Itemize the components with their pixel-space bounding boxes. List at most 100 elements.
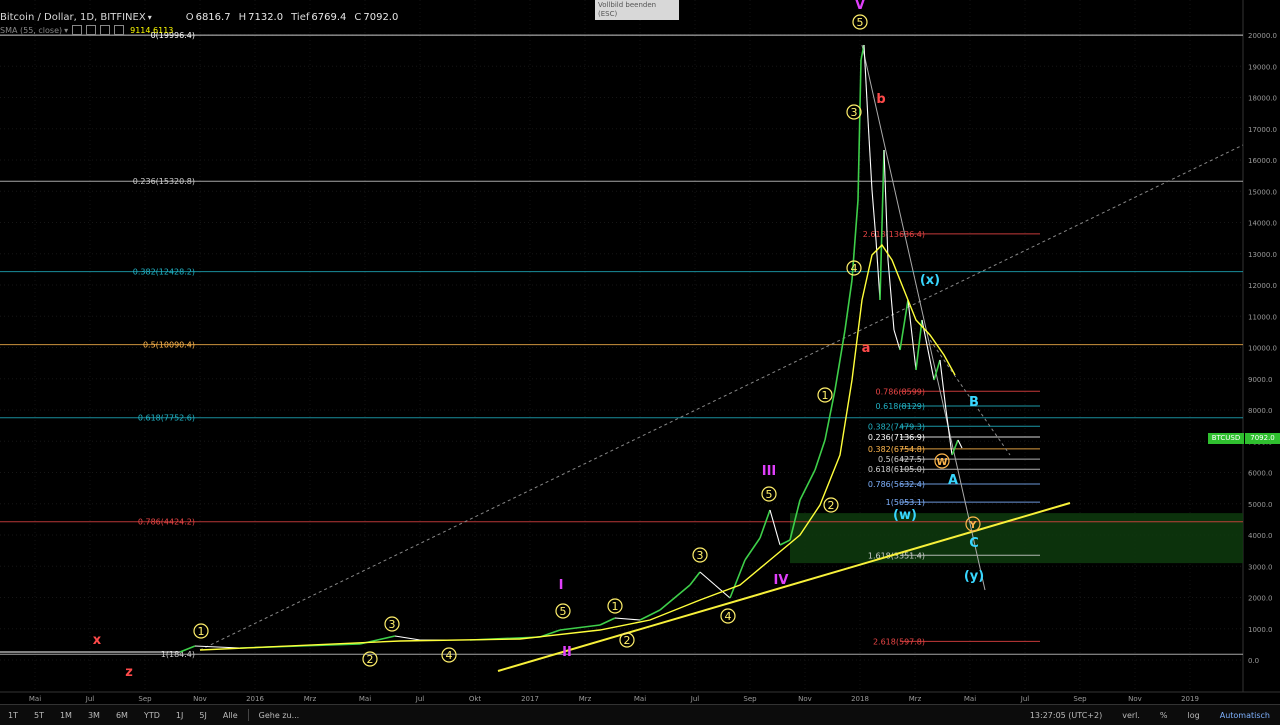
- log-toggle[interactable]: log: [1187, 710, 1200, 720]
- x-tick-label: Jul: [415, 695, 425, 703]
- wave-circle: [965, 516, 981, 532]
- fib-label-minor: 1(5053.1): [886, 498, 925, 507]
- x-tick-label: Sep: [743, 695, 757, 703]
- timeframe-1t[interactable]: 1T: [8, 710, 18, 720]
- x-tick-label: 2016: [246, 695, 264, 703]
- symbol-price-tag: BTCUSD: [1208, 433, 1244, 444]
- wave-circle: [823, 497, 839, 513]
- close-icon[interactable]: [100, 25, 111, 35]
- price-candle: [863, 44, 869, 121]
- wave-label: W: [936, 457, 947, 468]
- timeframe-6m[interactable]: 6M: [115, 710, 128, 720]
- wave-circle: [607, 598, 623, 614]
- price-candle: [729, 559, 746, 599]
- clock[interactable]: 13:27:05 (UTC+2): [1029, 710, 1103, 720]
- wave-circle: [193, 623, 209, 639]
- wave-label: IV: [774, 573, 789, 588]
- last-price-tag: 7092.0: [1245, 433, 1280, 444]
- ma-value: 9114.6113: [130, 25, 174, 35]
- bottom-toolbar: 1T 5T 1M 3M 6M YTD 1J 5J Alle Gehe zu...…: [0, 704, 1280, 725]
- timeframe-1j[interactable]: 1J: [175, 710, 184, 720]
- wave-label: 2: [828, 499, 835, 512]
- chevron-down-icon[interactable]: ▾: [147, 12, 152, 22]
- price-candle: [957, 439, 963, 449]
- price-candle: [799, 469, 816, 501]
- more-icon[interactable]: [114, 25, 125, 35]
- wave-label: A: [948, 473, 958, 488]
- timeframe-1m[interactable]: 1M: [59, 710, 72, 720]
- fullscreen-exit-key: (ESC): [598, 10, 618, 18]
- x-tick-label: Mrz: [579, 695, 592, 703]
- y-tick-label: 15000.0: [1248, 188, 1277, 196]
- price-candle: [945, 409, 953, 456]
- price-candle: [879, 149, 885, 301]
- price-candle: [927, 349, 935, 381]
- ma-label[interactable]: SMA (55, close): [0, 25, 63, 35]
- wave-label: (y): [964, 569, 984, 584]
- wave-label: C: [969, 536, 979, 551]
- price-candle: [824, 389, 836, 441]
- wave-label: z: [125, 665, 133, 680]
- settings-icon[interactable]: [86, 25, 97, 35]
- low-value: 6769.4: [311, 11, 347, 23]
- fib-label: 0.5(10090.4): [143, 341, 195, 350]
- wave-label: 5: [560, 605, 567, 618]
- wave-circle: [441, 647, 457, 663]
- fib-label-minor: 0.786(8599): [875, 387, 925, 396]
- toolbar-right: 13:27:05 (UTC+2) verl. % log Automatisch: [1020, 705, 1280, 725]
- fullscreen-exit-hint[interactable]: Vollbild beenden (ESC): [595, 0, 679, 20]
- fib-label-minor: 0.236(7136.9): [868, 433, 925, 442]
- y-tick-label: 4000.0: [1248, 532, 1273, 540]
- price-candle: [599, 617, 616, 626]
- wave-circle: [852, 14, 868, 30]
- timeframe-5t[interactable]: 5T: [33, 710, 44, 720]
- timeframe-alle[interactable]: Alle: [222, 710, 238, 720]
- y-tick-label: 6000.0: [1248, 470, 1273, 478]
- high-label: H: [238, 11, 247, 23]
- price-candle: [867, 119, 873, 191]
- x-tick-label: Nov: [1128, 695, 1142, 703]
- percent-toggle[interactable]: %: [1159, 710, 1168, 720]
- wave-label: 1: [612, 600, 619, 613]
- price-candle: [887, 259, 895, 331]
- fib-label-minor: 0.5(6427.5): [878, 455, 925, 464]
- wave-label: 1: [198, 625, 205, 638]
- wave-circle: [692, 547, 708, 563]
- chart-header: Bitcoin / Dollar, 1D, BITFINEX ▾ O 6816.…: [0, 8, 404, 26]
- fib-label: 0.618(7752.6): [138, 414, 195, 423]
- timeframe-5j[interactable]: 5J: [199, 710, 207, 720]
- x-tick-label: Sep: [138, 695, 152, 703]
- price-candle: [194, 645, 241, 649]
- wave-label: b: [876, 92, 885, 107]
- price-candle: [659, 584, 691, 611]
- wave-label: 2: [367, 653, 374, 666]
- auto-scale-toggle[interactable]: Automatisch: [1219, 710, 1270, 720]
- y-tick-label: 9000.0: [1248, 376, 1273, 384]
- adjust-toggle[interactable]: verl.: [1122, 710, 1140, 720]
- y-tick-label: 11000.0: [1248, 313, 1277, 321]
- y-tick-label: 14000.0: [1248, 220, 1277, 228]
- goto-button[interactable]: Gehe zu...: [258, 710, 300, 720]
- timeframe-ytd[interactable]: YTD: [143, 710, 160, 720]
- toolbar-divider: [247, 709, 249, 721]
- x-tick-label: 2019: [1181, 695, 1199, 703]
- wave-label: 3: [389, 618, 396, 631]
- symbol-label[interactable]: Bitcoin / Dollar, 1D, BITFINEX: [0, 11, 146, 23]
- wave-circle: [555, 603, 571, 619]
- chevron-down-icon[interactable]: ▾: [64, 25, 69, 35]
- x-tick-label: Jul: [85, 695, 95, 703]
- price-candle: [744, 537, 761, 561]
- x-tick-label: Nov: [798, 695, 812, 703]
- price-candle: [851, 199, 859, 281]
- open-label: O: [185, 11, 194, 23]
- wave-circle: [934, 453, 950, 469]
- price-candle: [689, 571, 701, 586]
- y-tick-label: 2000.0: [1248, 595, 1273, 603]
- timeframe-3m[interactable]: 3M: [87, 710, 100, 720]
- y-tick-label: 18000.0: [1248, 95, 1277, 103]
- wave-circle: [846, 104, 862, 120]
- eye-icon[interactable]: [72, 25, 83, 35]
- wave-circle: [817, 387, 833, 403]
- y-tick-label: 13000.0: [1248, 251, 1277, 259]
